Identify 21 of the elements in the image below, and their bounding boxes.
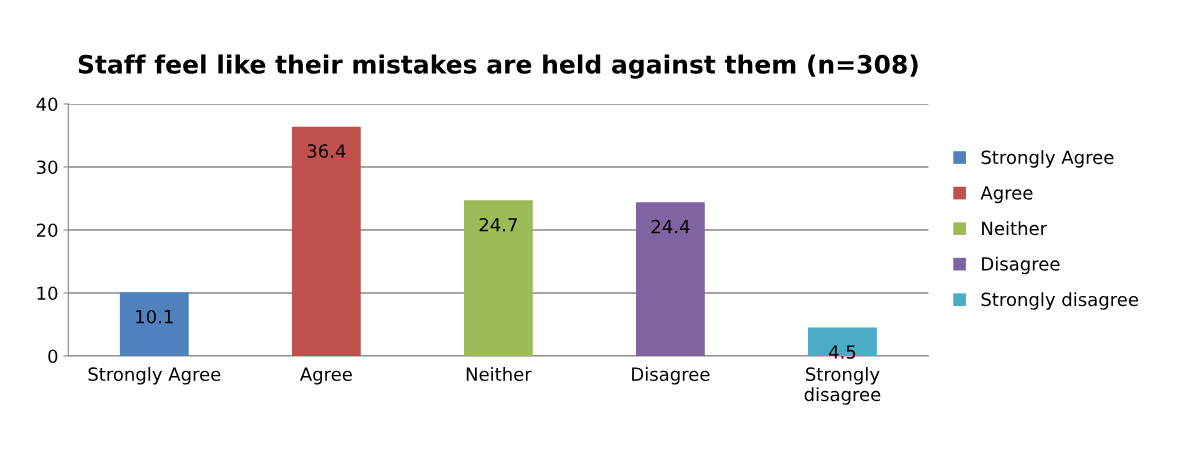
data-label: 24.7	[479, 217, 517, 232]
y-tick-label: 10	[37, 286, 58, 301]
legend-label: Neither	[982, 221, 1048, 236]
x-tick-label: Disagree	[632, 367, 710, 385]
y-tick-label: 40	[36, 97, 58, 112]
data-label: 36.4	[307, 144, 346, 158]
y-tick-label: 20	[36, 223, 58, 238]
legend-label: Strongly Agree	[981, 150, 1114, 168]
y-tick-label: 30	[36, 160, 58, 175]
data-label: 10.1	[136, 309, 173, 324]
legend-label: Strongly disagree	[981, 292, 1139, 310]
chart-title: Staff feel like their mistakes are held against them (n=308)	[78, 54, 918, 79]
y-tick-label: 0	[48, 349, 58, 364]
data-label: 24.4	[651, 219, 690, 234]
legend-label: Agree	[980, 186, 1033, 204]
x-tick-label: Agree	[299, 367, 352, 385]
x-tick-label: Neither	[466, 367, 532, 382]
x-tick-label: Strongly disagree	[804, 367, 881, 405]
legend-label: Disagree	[982, 256, 1060, 275]
data-label: 4.5	[828, 345, 856, 359]
x-tick-label: Strongly Agree	[88, 367, 221, 385]
